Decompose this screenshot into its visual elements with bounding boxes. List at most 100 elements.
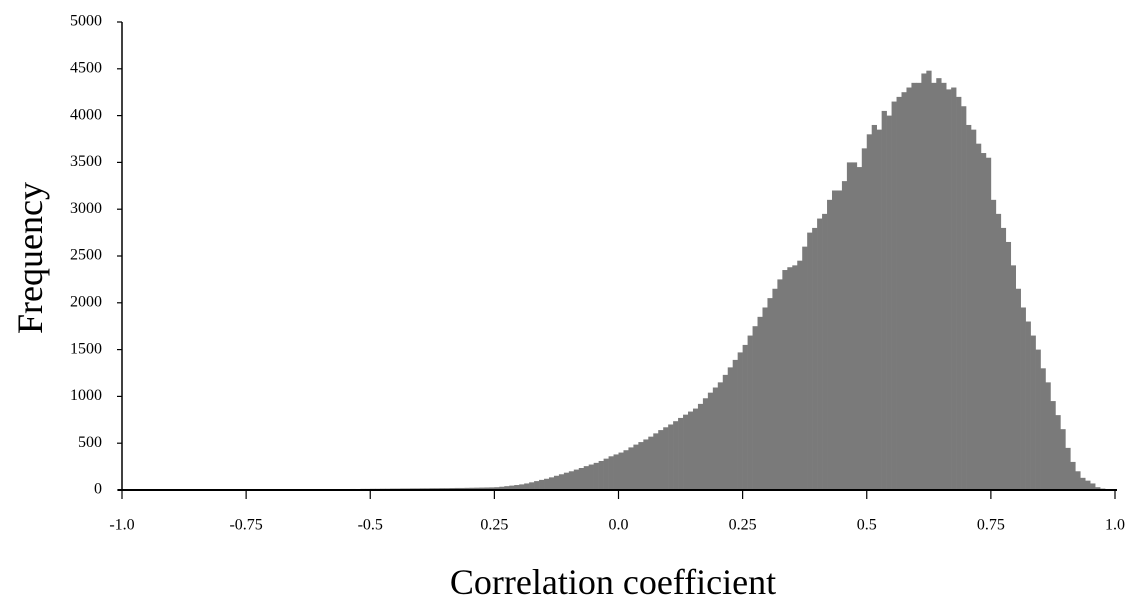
bar — [524, 483, 530, 490]
bar — [1015, 288, 1021, 490]
bar — [668, 424, 674, 490]
bar — [971, 129, 977, 490]
bar — [822, 213, 828, 490]
bar — [817, 218, 823, 490]
bar — [961, 106, 967, 491]
y-tick-label: 5000 — [70, 13, 102, 30]
bar — [519, 484, 525, 490]
bar — [802, 246, 808, 490]
bar — [827, 199, 833, 490]
bar — [975, 143, 982, 490]
y-tick-label: 1000 — [70, 387, 102, 404]
bar — [648, 436, 654, 490]
bar — [866, 134, 873, 490]
bar — [966, 124, 972, 491]
bar — [1055, 415, 1061, 490]
bar — [1075, 471, 1081, 490]
bar — [1070, 461, 1076, 490]
bar — [553, 475, 560, 490]
bar — [623, 450, 629, 490]
bar — [583, 466, 590, 490]
bar — [916, 82, 922, 490]
bar — [568, 471, 575, 490]
bar — [479, 487, 485, 490]
bar — [539, 479, 545, 490]
bar — [896, 96, 902, 490]
x-tick-label: 0.5 — [857, 517, 877, 534]
bar — [678, 417, 684, 490]
bar — [1050, 401, 1056, 490]
x-tick-label: 0.25 — [480, 517, 508, 534]
bar — [936, 78, 942, 490]
bar — [836, 190, 843, 491]
bar — [1060, 429, 1066, 490]
bar — [717, 382, 724, 490]
bar — [454, 487, 460, 490]
bar — [459, 487, 465, 490]
bar — [504, 486, 510, 490]
bar — [514, 485, 520, 490]
bar — [792, 265, 798, 490]
bar — [474, 487, 480, 490]
bar — [598, 460, 604, 490]
bar — [529, 482, 535, 490]
bar — [618, 452, 624, 490]
bar — [856, 167, 863, 490]
y-tick-label: 0 — [94, 481, 102, 498]
bar — [1020, 307, 1026, 490]
bar — [573, 469, 580, 490]
bar — [494, 487, 500, 490]
bar — [841, 181, 848, 490]
bar — [911, 82, 917, 490]
bar — [663, 427, 669, 490]
bar — [683, 414, 689, 490]
bar — [563, 472, 570, 490]
bar — [990, 199, 997, 490]
bar — [534, 481, 540, 490]
bar — [1080, 477, 1086, 490]
x-tick-label: -1.0 — [109, 517, 134, 534]
bar — [777, 279, 783, 490]
bar — [588, 464, 594, 490]
x-tick-label: -0.75 — [229, 517, 262, 534]
bar — [891, 101, 897, 490]
y-tick-label: 2500 — [70, 247, 102, 264]
y-tick-label: 1500 — [70, 340, 102, 357]
y-axis-title: Frequency — [10, 182, 50, 334]
bar — [1005, 241, 1012, 490]
x-tick-label: 0.75 — [977, 517, 1005, 534]
bar — [995, 213, 1002, 490]
bar — [946, 89, 952, 490]
bar — [558, 474, 565, 490]
bar — [712, 387, 719, 490]
x-tick-label: 1.0 — [1105, 517, 1125, 534]
bar — [881, 110, 887, 491]
y-tick-label: 3500 — [70, 153, 102, 170]
bar — [742, 344, 748, 490]
bar — [757, 316, 763, 490]
bar — [762, 307, 768, 490]
bar — [1085, 480, 1091, 490]
bar — [707, 392, 714, 490]
bar — [603, 458, 609, 490]
x-tick-label: -0.5 — [358, 517, 383, 534]
bar — [980, 153, 987, 491]
bar — [861, 148, 868, 491]
bar — [1095, 487, 1101, 490]
bar — [544, 478, 550, 490]
bar — [1090, 483, 1096, 490]
bar — [906, 87, 912, 491]
bar — [464, 487, 470, 490]
bar — [688, 411, 694, 490]
y-tick-label: 500 — [78, 434, 102, 451]
bar — [951, 87, 957, 491]
bar — [702, 398, 709, 490]
bar — [851, 162, 858, 490]
bar — [767, 298, 773, 490]
bar — [484, 487, 490, 490]
bar — [643, 439, 649, 490]
bar — [578, 468, 585, 490]
bar — [1040, 368, 1046, 490]
